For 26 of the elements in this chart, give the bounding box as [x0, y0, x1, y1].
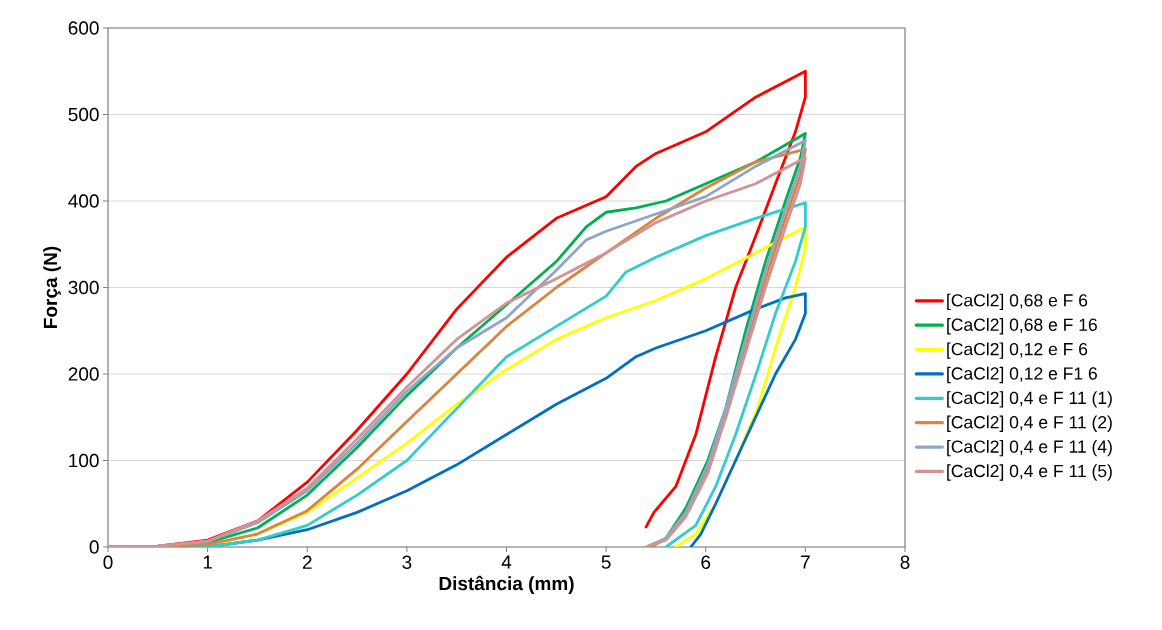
x-tick-label: 5	[601, 555, 611, 569]
legend-label: [CaCl2] 0,4 e F 11 (1)	[947, 391, 1112, 408]
x-tick-label: 3	[402, 555, 412, 569]
x-tick-label: 1	[203, 555, 212, 569]
x-axis-title: Distância (mm)	[439, 575, 574, 594]
y-tick-label: 600	[68, 21, 99, 35]
legend-label: [CaCl2] 0,4 e F 11 (5)	[947, 464, 1112, 481]
y-tick-label: 200	[68, 367, 99, 381]
legend-label: [CaCl2] 0,12 e F 6	[947, 342, 1088, 359]
x-tick-label: 2	[302, 555, 312, 569]
y-tick-label: 400	[68, 194, 99, 208]
y-tick-label: 300	[68, 280, 99, 295]
legend-label: [CaCl2] 0,12 e F1 6	[947, 366, 1097, 384]
y-tick-label: 0	[89, 540, 99, 554]
x-tick-label: 0	[103, 555, 113, 569]
legend-label: [CaCl2] 0,68 e F 16	[947, 318, 1097, 335]
x-tick-label: 4	[501, 555, 512, 569]
y-tick-label: 100	[69, 453, 99, 468]
x-tick-label: 7	[801, 555, 810, 569]
legend-label: [CaCl2] 0,68 e F 6	[947, 293, 1088, 311]
x-tick-label: 8	[900, 555, 910, 569]
y-tick-label: 500	[68, 107, 99, 122]
y-axis-title: Força (N)	[43, 246, 61, 328]
legend-label: [CaCl2] 0,4 e F 11 (2)	[947, 415, 1112, 432]
x-tick-label: 6	[701, 555, 711, 569]
legend-label: [CaCl2] 0,4 e F 11 (4)	[947, 439, 1112, 457]
